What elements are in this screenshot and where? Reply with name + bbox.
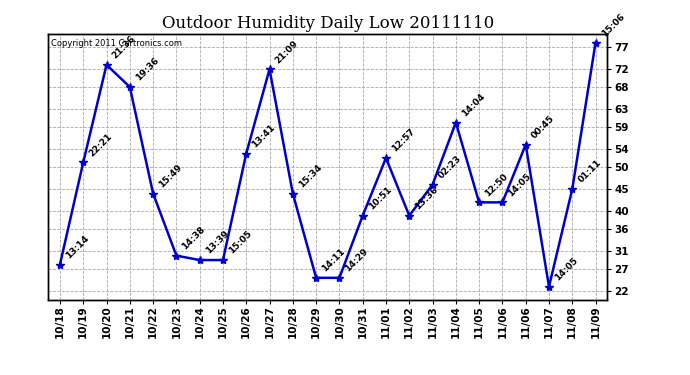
Text: 14:38: 14:38 — [181, 225, 207, 252]
Text: 10:51: 10:51 — [367, 185, 393, 211]
Text: 19:36: 19:36 — [134, 56, 161, 83]
Text: 14:29: 14:29 — [344, 247, 371, 274]
Text: 00:45: 00:45 — [530, 114, 556, 141]
Text: 15:06: 15:06 — [600, 12, 627, 39]
Text: 14:05: 14:05 — [553, 256, 580, 282]
Text: 13:39: 13:39 — [204, 229, 230, 256]
Text: 15:34: 15:34 — [297, 163, 324, 189]
Text: 01:11: 01:11 — [576, 158, 603, 185]
Text: 14:04: 14:04 — [460, 92, 486, 118]
Title: Outdoor Humidity Daily Low 20111110: Outdoor Humidity Daily Low 20111110 — [161, 15, 494, 32]
Text: 12:50: 12:50 — [483, 172, 510, 198]
Text: 12:57: 12:57 — [390, 127, 417, 154]
Text: 15:49: 15:49 — [157, 162, 184, 189]
Text: 14:11: 14:11 — [320, 247, 347, 274]
Text: 13:14: 13:14 — [64, 234, 91, 260]
Text: 15:05: 15:05 — [227, 230, 254, 256]
Text: Copyright 2011 Cartronics.com: Copyright 2011 Cartronics.com — [51, 39, 182, 48]
Text: 13:36: 13:36 — [413, 185, 440, 211]
Text: 14:05: 14:05 — [506, 172, 533, 198]
Text: 21:09: 21:09 — [274, 39, 300, 65]
Text: 21:36: 21:36 — [110, 34, 137, 61]
Text: 22:21: 22:21 — [88, 132, 114, 158]
Text: 02:23: 02:23 — [437, 154, 463, 180]
Text: 13:41: 13:41 — [250, 123, 277, 149]
